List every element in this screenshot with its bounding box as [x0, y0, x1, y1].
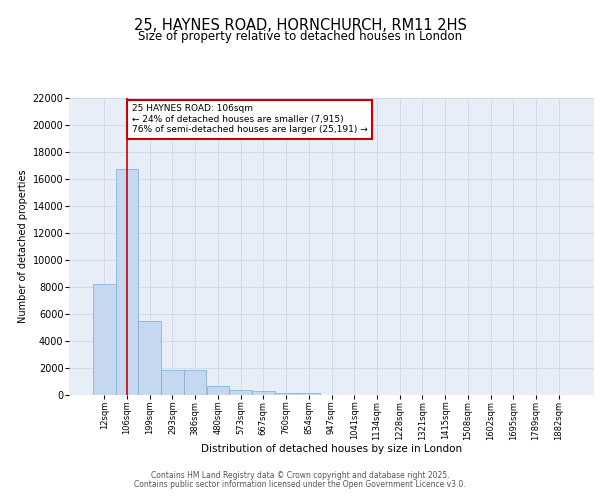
Text: Size of property relative to detached houses in London: Size of property relative to detached ho… [138, 30, 462, 43]
X-axis label: Distribution of detached houses by size in London: Distribution of detached houses by size … [201, 444, 462, 454]
Bar [252, 392, 275, 395]
Bar [275, 392, 298, 395]
Bar [161, 370, 184, 395]
Bar [116, 169, 139, 395]
Bar [139, 322, 161, 395]
Bar [229, 390, 252, 395]
Y-axis label: Number of detached properties: Number of detached properties [19, 170, 28, 323]
Bar [206, 386, 229, 395]
Bar [93, 284, 116, 395]
Bar [298, 393, 320, 395]
Text: 25, HAYNES ROAD, HORNCHURCH, RM11 2HS: 25, HAYNES ROAD, HORNCHURCH, RM11 2HS [134, 18, 466, 32]
Text: Contains HM Land Registry data © Crown copyright and database right 2025.: Contains HM Land Registry data © Crown c… [151, 471, 449, 480]
Bar [184, 370, 206, 395]
Text: 25 HAYNES ROAD: 106sqm
← 24% of detached houses are smaller (7,915)
76% of semi-: 25 HAYNES ROAD: 106sqm ← 24% of detached… [131, 104, 367, 134]
Text: Contains public sector information licensed under the Open Government Licence v3: Contains public sector information licen… [134, 480, 466, 489]
